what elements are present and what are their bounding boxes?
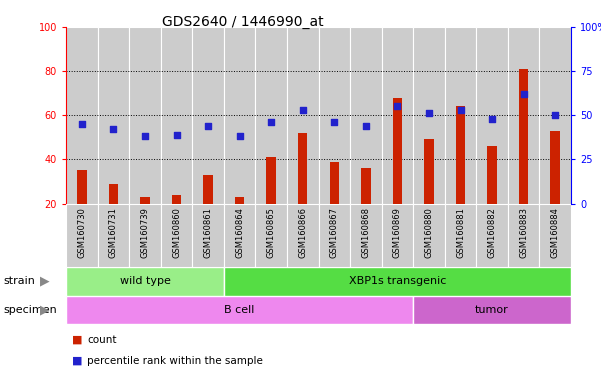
Bar <box>487 146 497 204</box>
FancyBboxPatch shape <box>445 204 476 267</box>
Point <box>266 119 276 125</box>
Text: GSM160865: GSM160865 <box>267 207 276 258</box>
Bar <box>424 139 434 204</box>
FancyBboxPatch shape <box>508 204 539 267</box>
Point <box>361 123 371 129</box>
FancyBboxPatch shape <box>66 204 97 267</box>
Point <box>519 91 528 97</box>
Point <box>109 126 118 132</box>
Text: GSM160882: GSM160882 <box>487 207 496 258</box>
Point <box>329 119 339 125</box>
Bar <box>519 69 528 204</box>
FancyBboxPatch shape <box>192 204 224 267</box>
FancyBboxPatch shape <box>66 267 224 296</box>
Text: XBP1s transgenic: XBP1s transgenic <box>349 276 446 286</box>
Bar <box>255 27 287 204</box>
FancyBboxPatch shape <box>224 204 255 267</box>
Bar <box>203 175 213 204</box>
Text: ▶: ▶ <box>40 275 50 288</box>
Bar <box>77 170 87 204</box>
FancyBboxPatch shape <box>287 204 319 267</box>
Bar <box>361 168 371 204</box>
Bar <box>539 27 571 204</box>
Text: strain: strain <box>3 276 35 286</box>
FancyBboxPatch shape <box>413 296 571 324</box>
FancyBboxPatch shape <box>350 204 382 267</box>
Text: percentile rank within the sample: percentile rank within the sample <box>87 356 263 366</box>
Bar <box>382 27 413 204</box>
Point <box>235 133 245 139</box>
Point <box>203 123 213 129</box>
Bar <box>350 27 382 204</box>
Bar <box>298 133 308 204</box>
FancyBboxPatch shape <box>129 204 160 267</box>
Bar <box>413 27 445 204</box>
Point <box>298 107 308 113</box>
Text: GSM160868: GSM160868 <box>361 207 370 258</box>
FancyBboxPatch shape <box>66 296 413 324</box>
FancyBboxPatch shape <box>224 267 571 296</box>
FancyBboxPatch shape <box>382 204 413 267</box>
Bar <box>97 27 129 204</box>
Bar <box>224 27 255 204</box>
Text: count: count <box>87 335 117 345</box>
Bar <box>445 27 476 204</box>
Text: tumor: tumor <box>475 305 509 315</box>
Text: ■: ■ <box>72 335 82 345</box>
Text: B cell: B cell <box>224 305 255 315</box>
Text: GSM160731: GSM160731 <box>109 207 118 258</box>
FancyBboxPatch shape <box>97 204 129 267</box>
Point <box>424 110 434 116</box>
Point <box>140 133 150 139</box>
Point <box>456 107 465 113</box>
FancyBboxPatch shape <box>255 204 287 267</box>
Text: GSM160861: GSM160861 <box>204 207 213 258</box>
Text: GDS2640 / 1446990_at: GDS2640 / 1446990_at <box>162 15 323 29</box>
Bar <box>129 27 160 204</box>
Bar <box>329 162 339 204</box>
Text: GSM160739: GSM160739 <box>141 207 150 258</box>
Text: GSM160730: GSM160730 <box>78 207 87 258</box>
FancyBboxPatch shape <box>476 204 508 267</box>
Bar <box>392 98 402 204</box>
Text: ■: ■ <box>72 356 82 366</box>
Bar <box>266 157 276 204</box>
Text: GSM160884: GSM160884 <box>551 207 560 258</box>
Bar <box>192 27 224 204</box>
Bar <box>508 27 539 204</box>
FancyBboxPatch shape <box>539 204 571 267</box>
Bar <box>319 27 350 204</box>
Bar <box>109 184 118 204</box>
Text: GSM160880: GSM160880 <box>424 207 433 258</box>
Bar <box>140 197 150 204</box>
Text: GSM160881: GSM160881 <box>456 207 465 258</box>
Text: GSM160860: GSM160860 <box>172 207 181 258</box>
Text: GSM160883: GSM160883 <box>519 207 528 258</box>
Text: specimen: specimen <box>3 305 56 315</box>
Bar <box>172 195 182 204</box>
Bar <box>287 27 319 204</box>
FancyBboxPatch shape <box>319 204 350 267</box>
Text: GSM160864: GSM160864 <box>235 207 244 258</box>
Text: wild type: wild type <box>120 276 171 286</box>
Text: GSM160867: GSM160867 <box>330 207 339 258</box>
Point <box>487 116 497 122</box>
Text: ▶: ▶ <box>40 304 50 316</box>
Bar <box>160 27 192 204</box>
FancyBboxPatch shape <box>413 204 445 267</box>
Point <box>77 121 87 127</box>
Bar <box>456 106 465 204</box>
Bar <box>476 27 508 204</box>
Point <box>551 112 560 118</box>
FancyBboxPatch shape <box>160 204 192 267</box>
Text: GSM160869: GSM160869 <box>393 207 402 258</box>
Text: GSM160866: GSM160866 <box>298 207 307 258</box>
Point <box>172 132 182 138</box>
Bar <box>235 197 245 204</box>
Point <box>392 103 402 109</box>
Bar <box>66 27 97 204</box>
Bar <box>551 131 560 204</box>
